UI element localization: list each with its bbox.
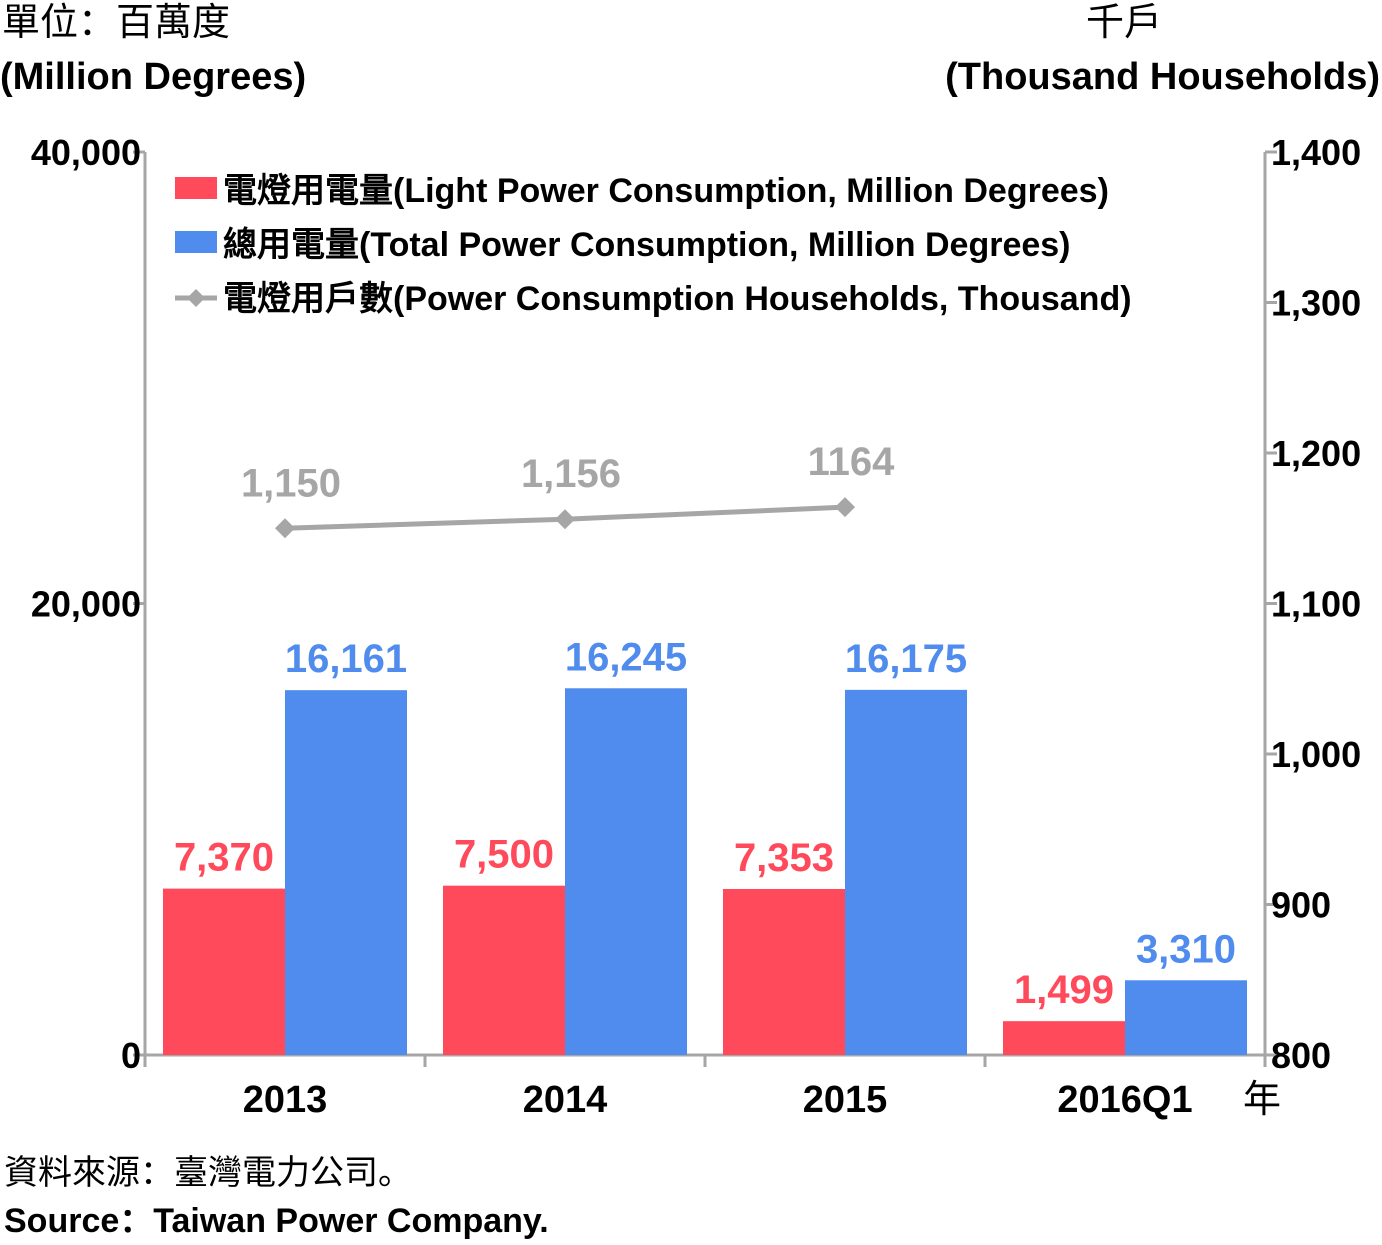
label-total-2015: 16,175 xyxy=(845,637,967,681)
legend-label-light: 電燈用電量(Light Power Consumption, Million D… xyxy=(223,172,1109,210)
label-total-2016Q1: 3,310 xyxy=(1136,927,1236,971)
label-light-2013: 7,370 xyxy=(174,836,274,880)
label-total-2013: 16,161 xyxy=(285,637,407,681)
right-axis-unit-en: (Thousand Households) xyxy=(945,56,1380,98)
legend-swatch-households-marker xyxy=(187,289,205,307)
x-axis-unit: 年 xyxy=(1243,1077,1281,1121)
right-tick-label: 1,400 xyxy=(1271,132,1361,173)
legend-label-households: 電燈用戶數(Power Consumption Households, Thou… xyxy=(223,280,1132,318)
label-light-2015: 7,353 xyxy=(734,836,834,880)
households-marker-2014 xyxy=(555,509,575,530)
x-category-label: 2013 xyxy=(243,1079,328,1121)
label-households-2014: 1,156 xyxy=(521,452,621,496)
label-light-2016Q1: 1,499 xyxy=(1014,968,1114,1012)
x-category-label: 2014 xyxy=(523,1079,608,1121)
right-tick-label: 1,000 xyxy=(1271,734,1361,775)
bar-total-2013 xyxy=(285,690,407,1055)
source-en: Source：Taiwan Power Company. xyxy=(4,1202,549,1240)
legend-swatch-total xyxy=(175,231,217,253)
label-households-2015: 1164 xyxy=(808,440,896,484)
left-axis-unit-en: (Million Degrees) xyxy=(0,56,307,98)
left-tick-label: 0 xyxy=(121,1035,141,1076)
bar-light-2013 xyxy=(163,888,285,1055)
bar-total-2015 xyxy=(845,689,967,1055)
bar-light-2015 xyxy=(723,889,845,1055)
households-marker-2015 xyxy=(835,497,855,518)
right-tick-label: 1,200 xyxy=(1271,433,1361,474)
bar-light-2014 xyxy=(443,885,565,1055)
bar-total-2014 xyxy=(565,688,687,1055)
label-households-2013: 1,150 xyxy=(241,461,341,505)
label-light-2014: 7,500 xyxy=(454,833,554,877)
left-tick-label: 40,000 xyxy=(31,132,141,173)
legend-swatch-light xyxy=(175,177,217,199)
right-tick-label: 900 xyxy=(1271,885,1331,926)
bar-light-2016Q1 xyxy=(1003,1021,1125,1055)
label-total-2014: 16,245 xyxy=(565,635,687,679)
right-tick-label: 1,300 xyxy=(1271,283,1361,324)
source-zh: 資料來源：臺灣電力公司。 xyxy=(4,1154,412,1192)
left-tick-label: 20,000 xyxy=(31,584,141,625)
x-category-label: 2015 xyxy=(803,1079,888,1121)
right-tick-label: 1,100 xyxy=(1271,584,1361,625)
left-axis-unit-zh: 單位：百萬度 xyxy=(2,2,231,44)
legend-label-total: 總用電量(Total Power Consumption, Million De… xyxy=(223,226,1071,264)
data-labels: 7,370 16,161 7,500 16,245 7,353 16,175 1,499 3,… xyxy=(174,440,1236,1012)
bar-total-2016Q1 xyxy=(1125,980,1247,1055)
axes: 0 20,000 40,000 800 900 1,000 1,100 1,200 1,300 1… xyxy=(31,132,1361,1121)
bars xyxy=(163,688,1247,1055)
households-line xyxy=(275,497,855,539)
right-tick-label: 800 xyxy=(1271,1035,1331,1076)
households-marker-2013 xyxy=(275,518,295,539)
legend: 電燈用電量(Light Power Consumption, Million D… xyxy=(175,172,1132,318)
x-category-label: 2016Q1 xyxy=(1057,1079,1192,1121)
right-axis-unit-zh: 千戶 xyxy=(1085,2,1162,44)
